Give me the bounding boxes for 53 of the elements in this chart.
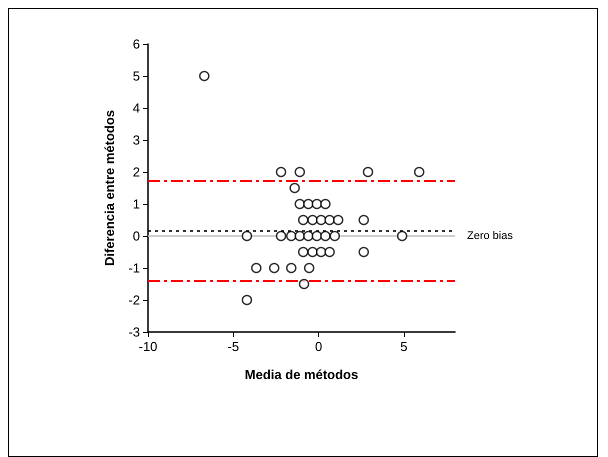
point: [414, 166, 424, 178]
point: [303, 198, 314, 210]
point: [320, 230, 331, 242]
x-tick-label: 5: [400, 339, 408, 354]
point: [358, 214, 370, 226]
y-tick-label: -3: [128, 324, 140, 340]
point: [294, 166, 306, 178]
point: [312, 230, 322, 242]
point: [298, 278, 310, 290]
point: [242, 294, 252, 306]
point: [303, 230, 314, 242]
point: [307, 246, 318, 258]
y-tick-label: 3: [132, 132, 140, 148]
point: [294, 230, 306, 242]
y-tick-label: 2: [132, 164, 140, 180]
x-tick-label: -10: [138, 339, 158, 354]
point: [276, 166, 286, 178]
point: [332, 214, 344, 226]
point: [324, 214, 335, 226]
point: [298, 214, 308, 226]
y-tick-label: 0: [132, 228, 140, 244]
point: [289, 182, 300, 194]
y-axis-title: Diferencia entre métodos: [102, 110, 117, 266]
point: [324, 246, 335, 258]
x-tick-label: 0: [314, 339, 322, 354]
point: [268, 262, 280, 274]
y-tick-label: 4: [132, 100, 140, 116]
x-axis-title: Media de métodos: [244, 367, 358, 382]
y-tick-label: 1: [132, 196, 140, 212]
y-tick-label: -1: [128, 260, 140, 276]
point: [199, 70, 210, 82]
x-tick-label: -5: [227, 339, 240, 354]
point: [304, 262, 314, 274]
point: [276, 230, 286, 242]
ref-line-label: Zero bias: [467, 230, 514, 242]
point: [316, 214, 326, 226]
point: [286, 262, 297, 274]
point: [358, 246, 370, 258]
point: [362, 166, 374, 178]
point: [294, 198, 306, 210]
point: [330, 230, 340, 242]
y-tick-label: -2: [128, 292, 140, 308]
point: [298, 246, 308, 258]
point: [396, 230, 408, 242]
point: [320, 198, 331, 210]
point: [312, 198, 322, 210]
y-tick-label: 5: [132, 68, 140, 84]
point: [286, 230, 297, 242]
point: [251, 262, 262, 274]
point: [242, 230, 252, 242]
y-tick-label: 6: [132, 36, 140, 52]
point: [307, 214, 318, 226]
point: [316, 246, 326, 258]
